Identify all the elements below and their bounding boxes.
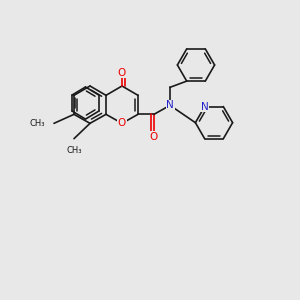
Text: O: O [118,68,126,77]
Text: N: N [166,100,174,110]
Text: CH₃: CH₃ [29,119,45,128]
Text: O: O [150,132,158,142]
Text: N: N [201,102,208,112]
Text: O: O [118,118,126,128]
Text: CH₃: CH₃ [66,146,82,155]
